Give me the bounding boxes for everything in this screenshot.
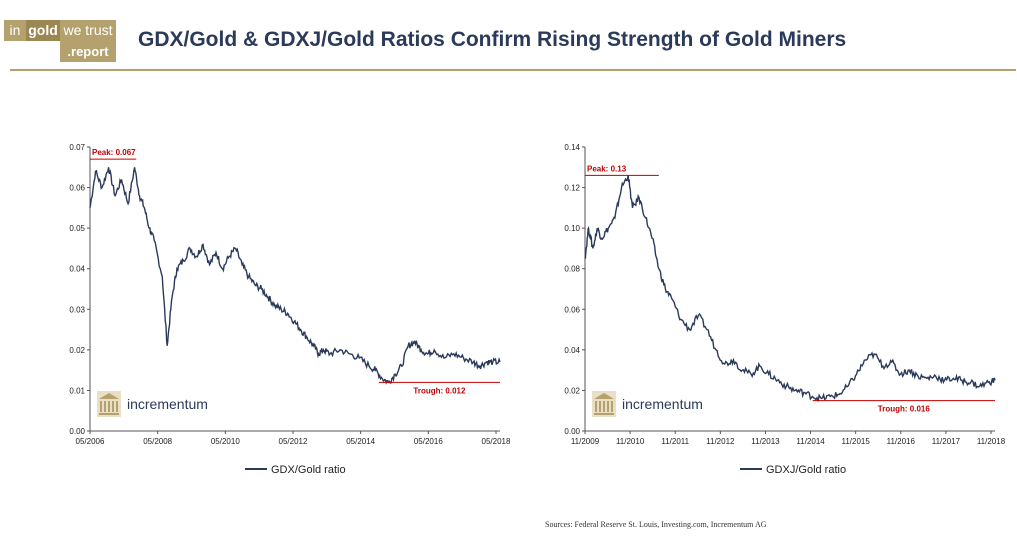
trough-label: Trough: 0.012 — [413, 386, 466, 395]
incrementum-wordmark: incrementum — [127, 396, 208, 412]
y-tick-label: 0.01 — [69, 386, 85, 395]
x-tick-label: 05/2008 — [143, 437, 172, 446]
y-tick-label: 0.00 — [69, 427, 85, 436]
x-tick-label: 05/2018 — [482, 437, 511, 446]
logo-in: in — [4, 20, 26, 41]
series-line — [584, 175, 996, 402]
y-tick-label: 0.06 — [69, 184, 85, 193]
header-divider — [10, 69, 1016, 71]
x-tick-label: 11/2017 — [932, 437, 961, 446]
gdxj-gold-ratio-chart: 0.00 0.02 0.04 0.06 0.08 0.10 0.12 0.14 11/2009 1… — [564, 143, 1006, 476]
incrementum-logo: incrementum — [592, 391, 703, 417]
x-tick-label: 05/2010 — [211, 437, 240, 446]
y-tick-label: 0.08 — [564, 265, 580, 274]
y-tick-label: 0.10 — [564, 224, 580, 233]
x-tick-label: 11/2013 — [751, 437, 780, 446]
x-tick-label: 11/2010 — [616, 437, 645, 446]
logo-gold: gold — [26, 20, 60, 41]
x-tick-label: 11/2018 — [977, 437, 1006, 446]
x-tick-label: 11/2014 — [796, 437, 825, 446]
x-tick-label: 11/2016 — [887, 437, 916, 446]
x-tick-label: 05/2012 — [279, 437, 308, 446]
y-tick-label: 0.04 — [564, 346, 580, 355]
legend-label: GDX/Gold ratio — [271, 464, 346, 476]
page-title: GDX/Gold & GDXJ/Gold Ratios Confirm Risi… — [138, 28, 847, 51]
peak-label: Peak: 0.067 — [92, 148, 136, 157]
incrementum-logo: incrementum — [97, 391, 208, 417]
sources-note: Sources: Federal Reserve St. Louis, Inve… — [545, 520, 767, 529]
legend-label: GDXJ/Gold ratio — [766, 464, 846, 476]
column-building-icon — [97, 391, 121, 417]
y-tick-label: 0.03 — [69, 305, 85, 314]
logo-report: .report — [60, 41, 116, 62]
series-line — [89, 167, 501, 385]
x-tick-label: 05/2016 — [414, 437, 443, 446]
column-building-icon — [592, 391, 616, 417]
x-tick-label: 11/2015 — [842, 437, 871, 446]
y-tick-label: 0.02 — [69, 346, 85, 355]
gdx-gold-ratio-chart: 0.00 0.01 0.02 0.03 0.04 0.05 0.06 0.07 05/2006 0… — [69, 143, 511, 476]
trough-label: Trough: 0.016 — [878, 405, 931, 414]
y-tick-label: 0.07 — [69, 143, 85, 152]
logo-we-trust: we trust — [60, 20, 116, 41]
x-tick-label: 05/2014 — [346, 437, 375, 446]
y-tick-label: 0.06 — [564, 305, 580, 314]
in-gold-we-trust-logo: in gold we trust .report — [4, 20, 116, 62]
peak-label: Peak: 0.13 — [587, 164, 627, 173]
y-tick-label: 0.05 — [69, 224, 85, 233]
y-tick-label: 0.14 — [564, 143, 580, 152]
y-tick-label: 0.12 — [564, 184, 580, 193]
y-tick-label: 0.02 — [564, 386, 580, 395]
x-tick-label: 11/2009 — [571, 437, 600, 446]
y-tick-label: 0.00 — [564, 427, 580, 436]
x-tick-label: 11/2012 — [706, 437, 735, 446]
y-tick-label: 0.04 — [69, 265, 85, 274]
x-tick-label: 05/2006 — [76, 437, 105, 446]
incrementum-wordmark: incrementum — [622, 396, 703, 412]
x-tick-label: 11/2011 — [661, 437, 689, 446]
